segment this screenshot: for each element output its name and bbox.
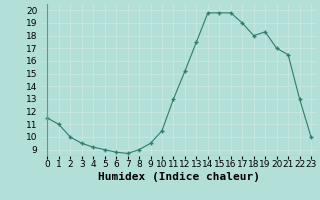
X-axis label: Humidex (Indice chaleur): Humidex (Indice chaleur)	[98, 172, 260, 182]
